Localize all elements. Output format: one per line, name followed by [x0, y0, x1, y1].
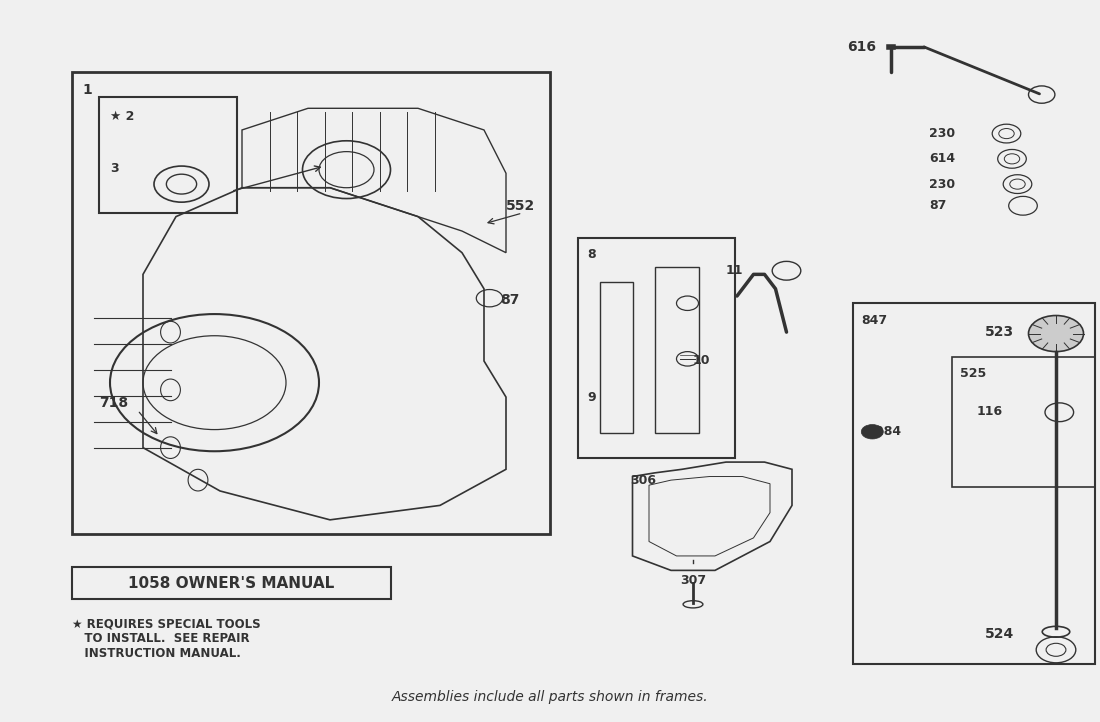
Text: 87: 87	[500, 292, 520, 307]
Text: 306: 306	[630, 474, 657, 487]
Text: ★ 2: ★ 2	[110, 110, 134, 123]
Text: 87: 87	[930, 199, 947, 212]
Text: 524: 524	[984, 627, 1014, 641]
Text: 847: 847	[861, 314, 888, 327]
Text: 10: 10	[693, 355, 711, 367]
Text: 230: 230	[930, 127, 956, 140]
Text: 525: 525	[960, 367, 987, 380]
Text: 11: 11	[726, 264, 744, 277]
Text: 614: 614	[930, 152, 956, 165]
Text: 307: 307	[680, 574, 706, 587]
Text: 230: 230	[930, 178, 956, 191]
Circle shape	[1028, 316, 1084, 352]
Text: 9: 9	[587, 391, 596, 404]
Circle shape	[861, 425, 883, 439]
Text: 3: 3	[110, 162, 119, 175]
Text: 1: 1	[82, 83, 92, 97]
Text: 116: 116	[977, 405, 1003, 418]
Text: 523: 523	[984, 325, 1013, 339]
Text: ★ REQUIRES SPECIAL TOOLS
   TO INSTALL.  SEE REPAIR
   INSTRUCTION MANUAL.: ★ REQUIRES SPECIAL TOOLS TO INSTALL. SEE…	[72, 617, 260, 661]
Text: 616: 616	[847, 40, 876, 54]
Text: 718: 718	[99, 396, 128, 410]
Text: 1058 OWNER'S MANUAL: 1058 OWNER'S MANUAL	[128, 576, 334, 591]
Text: 552: 552	[506, 199, 536, 213]
Text: 284: 284	[874, 425, 901, 438]
Text: Assemblies include all parts shown in frames.: Assemblies include all parts shown in fr…	[392, 690, 708, 704]
Text: 8: 8	[587, 248, 596, 261]
